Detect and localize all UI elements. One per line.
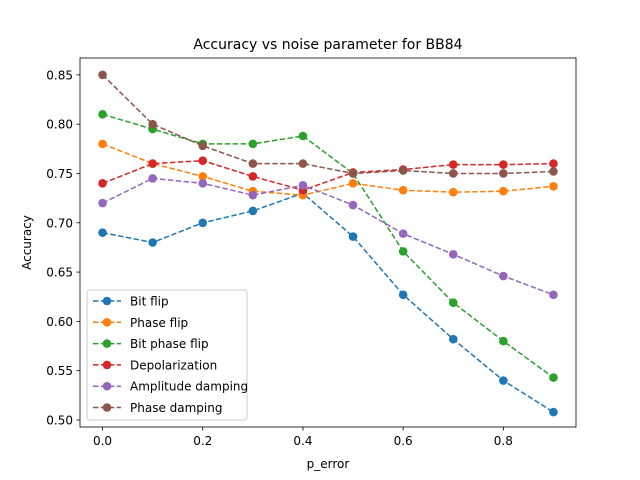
data-point-phase-damping bbox=[98, 70, 107, 80]
data-point-phase-damping bbox=[549, 167, 558, 176]
data-point-depolarization bbox=[98, 179, 107, 188]
legend-label-phase-damping: Phase damping bbox=[130, 401, 222, 415]
legend-marker-amplitude-damping bbox=[102, 381, 112, 391]
legend-marker-phase-flip bbox=[102, 318, 112, 327]
data-point-amplitude-damping bbox=[499, 271, 508, 281]
data-point-bit-flip bbox=[499, 376, 508, 385]
data-point-phase-flip bbox=[98, 139, 107, 149]
data-point-bit-phase-flip bbox=[98, 110, 107, 119]
x-tick-label: 0.2 bbox=[193, 434, 212, 448]
data-point-amplitude-damping bbox=[98, 198, 107, 208]
data-point-phase-damping bbox=[148, 119, 157, 129]
data-point-bit-flip bbox=[198, 218, 208, 228]
data-point-bit-phase-flip bbox=[298, 131, 308, 141]
legend-label-amplitude-damping: Amplitude damping bbox=[130, 380, 248, 394]
data-point-bit-flip bbox=[248, 206, 258, 216]
legend-marker-bit-phase-flip bbox=[102, 339, 112, 348]
data-point-depolarization bbox=[148, 159, 157, 168]
legend-marker-depolarization bbox=[102, 360, 112, 370]
data-point-phase-damping bbox=[448, 169, 458, 178]
data-point-bit-phase-flip bbox=[549, 373, 558, 382]
data-point-phase-flip bbox=[398, 185, 408, 195]
data-point-bit-flip bbox=[148, 238, 157, 247]
data-point-amplitude-damping bbox=[148, 174, 157, 183]
data-point-bit-phase-flip bbox=[248, 139, 258, 149]
series-line-bit-flip bbox=[102, 192, 554, 413]
data-point-bit-phase-flip bbox=[499, 336, 508, 346]
legend-box bbox=[86, 289, 248, 421]
series-line-depolarization bbox=[102, 159, 554, 192]
y-tick-label: 0.50 bbox=[46, 413, 73, 427]
data-point-bit-flip bbox=[549, 407, 558, 417]
legend-marker-bit-flip bbox=[102, 296, 112, 306]
data-point-phase-flip bbox=[348, 179, 358, 188]
y-axis-label: Accuracy bbox=[20, 215, 34, 270]
legend: Bit flip Phase flip Bit phase flip Depolari… bbox=[86, 289, 248, 421]
data-point-phase-damping bbox=[499, 169, 508, 178]
data-point-phase-damping bbox=[248, 159, 258, 168]
data-point-amplitude-damping bbox=[549, 290, 558, 300]
legend-marker-phase-damping bbox=[102, 403, 112, 412]
data-point-depolarization bbox=[448, 160, 458, 169]
data-point-amplitude-damping bbox=[348, 200, 358, 210]
data-point-amplitude-damping bbox=[448, 250, 458, 259]
data-point-bit-flip bbox=[398, 290, 408, 300]
x-tick-label: 0.6 bbox=[394, 434, 413, 448]
data-point-amplitude-damping bbox=[198, 179, 208, 188]
y-tick-label: 0.80 bbox=[46, 118, 73, 132]
data-point-phase-flip bbox=[549, 181, 558, 191]
data-point-phase-flip bbox=[499, 186, 508, 196]
legend-label-phase-flip: Phase flip bbox=[130, 316, 188, 330]
x-tick-label: 0.8 bbox=[494, 434, 513, 448]
series-line-amplitude-damping bbox=[102, 177, 554, 296]
data-point-phase-damping bbox=[298, 159, 308, 168]
y-tick-label: 0.65 bbox=[46, 266, 73, 280]
data-point-depolarization bbox=[248, 172, 258, 181]
data-point-phase-flip bbox=[448, 187, 458, 197]
data-point-bit-phase-flip bbox=[398, 247, 408, 256]
data-point-depolarization bbox=[198, 156, 208, 165]
y-tick-label: 0.70 bbox=[46, 216, 73, 230]
x-axis-label: p_error bbox=[307, 457, 350, 471]
data-point-phase-flip bbox=[198, 172, 208, 181]
data-point-phase-damping bbox=[198, 141, 208, 151]
data-point-amplitude-damping bbox=[298, 181, 308, 190]
chart-title: Accuracy vs noise parameter for BB84 bbox=[193, 37, 462, 53]
data-point-phase-damping bbox=[398, 166, 408, 175]
data-point-bit-flip bbox=[448, 334, 458, 344]
data-point-bit-flip bbox=[98, 228, 107, 237]
data-point-bit-flip bbox=[348, 232, 358, 241]
y-tick-label: 0.55 bbox=[46, 364, 73, 378]
y-tick-label: 0.75 bbox=[46, 167, 73, 181]
y-tick-label: 0.85 bbox=[46, 68, 73, 82]
y-axis: 0.50 0.55 0.60 0.65 0.70 0.75 0.80 0.85 bbox=[46, 68, 80, 427]
x-tick-label: 0.4 bbox=[293, 434, 312, 448]
data-point-amplitude-damping bbox=[398, 229, 408, 238]
data-point-depolarization bbox=[549, 159, 558, 168]
legend-label-bit-flip: Bit flip bbox=[130, 295, 169, 309]
x-axis: 0.0 0.2 0.4 0.6 0.8 bbox=[93, 427, 513, 448]
plot-frame bbox=[79, 57, 577, 428]
series-line-phase-flip bbox=[102, 143, 554, 196]
data-point-amplitude-damping bbox=[248, 190, 258, 200]
y-tick-label: 0.60 bbox=[46, 315, 73, 329]
data-point-bit-phase-flip bbox=[448, 298, 458, 307]
data-point-phase-damping bbox=[348, 169, 358, 178]
legend-label-depolarization: Depolarization bbox=[130, 358, 217, 372]
series-line-phase-damping bbox=[102, 74, 554, 175]
legend-label-bit-phase-flip: Bit phase flip bbox=[130, 337, 209, 351]
x-tick-label: 0.0 bbox=[93, 434, 112, 448]
plot-area bbox=[98, 70, 558, 417]
data-point-depolarization bbox=[499, 160, 508, 169]
